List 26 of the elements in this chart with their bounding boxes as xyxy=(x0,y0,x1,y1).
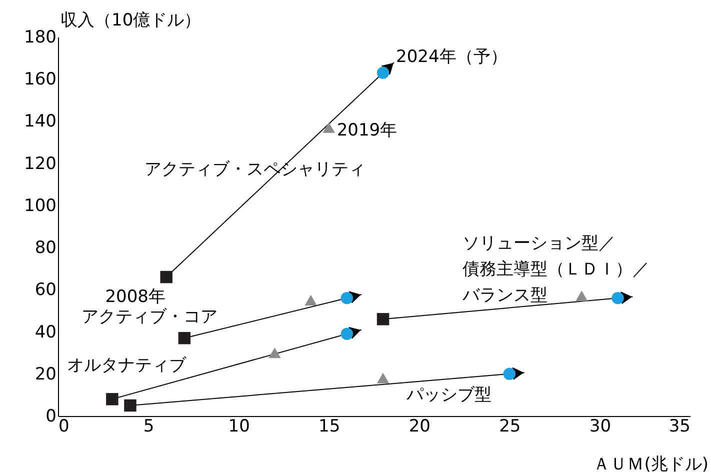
series-label: 2008年 xyxy=(105,287,166,308)
y-tick-label: 60 xyxy=(34,280,56,300)
series-label: 2024年（予） xyxy=(396,46,508,67)
annotation: ソリューション型／債務主導型（ＬＤＩ）／バランス型 xyxy=(461,233,650,306)
x-tick-label: 20 xyxy=(408,416,430,436)
x-tick-label: 15 xyxy=(318,416,340,436)
x-tick-label: 30 xyxy=(589,416,612,436)
x-tick-label: 10 xyxy=(228,416,250,436)
y-tick-label: 40 xyxy=(34,322,56,342)
x-axis-title: ＡＵＭ(兆ドル) xyxy=(593,454,708,472)
y-axis-title: 収入（10億ドル） xyxy=(60,10,202,30)
annotation: アクティブ・コア xyxy=(81,307,218,328)
y-tick-label: 120 xyxy=(24,154,56,174)
y-tick-label: 180 xyxy=(24,28,56,48)
y-tick-label: 160 xyxy=(24,70,56,90)
x-tick-label: 35 xyxy=(668,416,690,436)
y-tick-label: 80 xyxy=(34,238,56,258)
y-tick-label: 100 xyxy=(24,196,56,216)
y-tick-label: 140 xyxy=(24,112,56,132)
x-tick-label: 0 xyxy=(58,416,70,436)
x-tick-label: 5 xyxy=(143,416,154,436)
x-tick-label: 25 xyxy=(499,416,521,436)
series-label: 2019年 xyxy=(336,120,398,141)
annotation: パッシブ型 xyxy=(406,384,492,405)
y-tick-label: 20 xyxy=(34,364,56,384)
annotation: オルタナティブ xyxy=(67,355,188,376)
